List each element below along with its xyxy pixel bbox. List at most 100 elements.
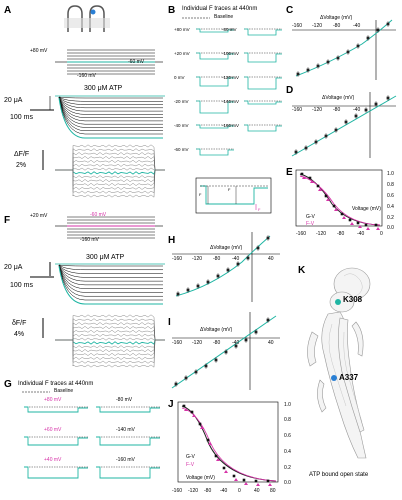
gv-point — [232, 474, 236, 478]
individual-f-trace — [196, 52, 234, 60]
fluorescence-trace — [55, 339, 165, 349]
panel-j-legend-gv: G-V — [186, 454, 195, 460]
panel-a-volt-lo: -160 mV — [77, 73, 96, 79]
panel-b-inset-fcurr: F — [258, 207, 261, 212]
fluorescence-trace — [55, 339, 165, 360]
gv-point — [198, 422, 202, 426]
fv-point — [326, 198, 330, 201]
panel-c-plot — [292, 19, 396, 80]
channel-topology-icon — [64, 5, 110, 32]
fv-point — [184, 408, 188, 411]
panel-d-tick-2: -80 — [333, 107, 341, 113]
gv-point — [182, 404, 186, 408]
panel-j-xlabel: Voltage (mV) — [186, 475, 215, 481]
fluorescence-trace — [55, 169, 165, 186]
panel-a-scale-current: 20 μA — [4, 97, 23, 104]
panel-c-tick-3: -40 — [353, 23, 361, 29]
panel-a-letter: A — [4, 5, 12, 16]
current-trace — [58, 96, 163, 128]
individual-f-trace — [24, 436, 88, 446]
current-trace — [58, 264, 163, 267]
fluorescence-trace — [55, 322, 165, 341]
trace-voltage-label: -20 mV — [174, 99, 189, 104]
fv-point — [342, 216, 346, 219]
panel-f-atp-label: 300 μM ATP — [86, 254, 125, 261]
panel-a-fluorescence-traces — [55, 144, 165, 198]
panel-f-scale-current: 20 μA — [4, 264, 23, 271]
panel-a-volt-hi: +80 mV — [30, 48, 48, 54]
panel-e-ytick-5: 0.0 — [387, 225, 394, 231]
gv-point — [214, 454, 218, 458]
individual-f-trace — [196, 100, 234, 114]
fluorescence-trace — [55, 169, 165, 175]
panel-i-tick-4: 40 — [268, 340, 274, 346]
panel-f-voltage-protocol — [55, 216, 163, 239]
panel-a-df-scale: 2% — [16, 162, 27, 169]
panel-e-xtick-0: -160 — [296, 231, 307, 237]
panel-i-plot — [171, 312, 280, 390]
panel-e-letter: E — [286, 167, 293, 178]
fv-point — [224, 470, 228, 473]
panel-e-ytick-0: 1.0 — [387, 171, 394, 177]
panel-k-residue-k308: K308 — [343, 295, 363, 304]
panel-a-volt-hold: -60 mV — [128, 59, 145, 65]
gv-point — [348, 218, 352, 222]
panel-f-df-scalebar — [42, 318, 44, 338]
fluorescence-trace — [55, 339, 165, 356]
current-trace — [58, 264, 163, 289]
individual-f-trace — [244, 52, 282, 63]
current-trace — [58, 264, 163, 278]
trace-voltage-label: -160 mV — [222, 123, 240, 128]
gv-point — [356, 221, 360, 225]
fluorescence-trace — [55, 339, 165, 364]
panel-f-scale-time: 100 ms — [10, 282, 33, 289]
panel-j-xtick-2: -80 — [204, 488, 212, 494]
panel-h-plot — [172, 232, 280, 302]
panel-h-tick-3: -40 — [232, 256, 240, 262]
fluorescence-trace — [55, 159, 165, 171]
current-trace — [58, 264, 163, 293]
fluorescence-trace — [55, 169, 165, 190]
fluorescence-trace — [55, 337, 165, 341]
panel-c-letter: C — [286, 5, 294, 16]
panel-j-xtick-5: 40 — [254, 488, 260, 494]
individual-f-trace — [24, 466, 88, 479]
panel-j-ytick-1: 0.8 — [284, 417, 291, 423]
panel-g-baseline: Baseline — [54, 388, 74, 394]
panel-j-xtick-4: 0 — [238, 488, 241, 494]
panel-a-df-scalebar — [42, 150, 44, 170]
fluorescence-trace — [55, 169, 165, 183]
gv-point — [222, 466, 226, 470]
panel-j-ytick-3: 0.4 — [284, 449, 291, 455]
fluorescence-trace — [55, 167, 165, 171]
panel-c-xlabel: ΔVoltage (mV) — [320, 15, 353, 21]
panel-c-tick-1: -120 — [312, 23, 323, 29]
fluorescence-trace — [55, 156, 165, 171]
panel-d-xlabel: ΔVoltage (mV) — [322, 95, 355, 101]
panel-i-tick-0: -160 — [172, 340, 183, 346]
trace-voltage-label: +80 mV — [174, 27, 190, 32]
gv-point — [374, 223, 378, 227]
fv-point — [302, 176, 306, 179]
panel-j-legend-fv: F-V — [186, 462, 195, 468]
panel-e-plot — [295, 169, 383, 230]
panel-h-tick-0: -160 — [172, 256, 183, 262]
panel-j-ytick-5: 0.0 — [284, 480, 291, 486]
panel-e-xtick-3: -40 — [357, 231, 365, 237]
trace-voltage-label: -40 mV — [174, 123, 189, 128]
gv-point — [308, 176, 312, 180]
gv-point — [254, 479, 258, 483]
panel-a-scale-time: 100 ms — [10, 114, 33, 121]
panel-h-xlabel: ΔVoltage (mV) — [210, 245, 243, 251]
fv-point — [358, 225, 362, 228]
panel-c-tick-0: -160 — [292, 23, 303, 29]
gv-point — [300, 172, 304, 176]
panel-b-inset — [195, 177, 272, 214]
current-trace — [58, 264, 163, 274]
current-trace — [58, 264, 163, 286]
panel-e-xtick-4: 0 — [380, 231, 383, 237]
fluorescence-trace — [55, 314, 165, 341]
gv-point — [316, 184, 320, 188]
fluorescence-trace — [55, 169, 165, 198]
individual-f-trace — [96, 406, 160, 413]
